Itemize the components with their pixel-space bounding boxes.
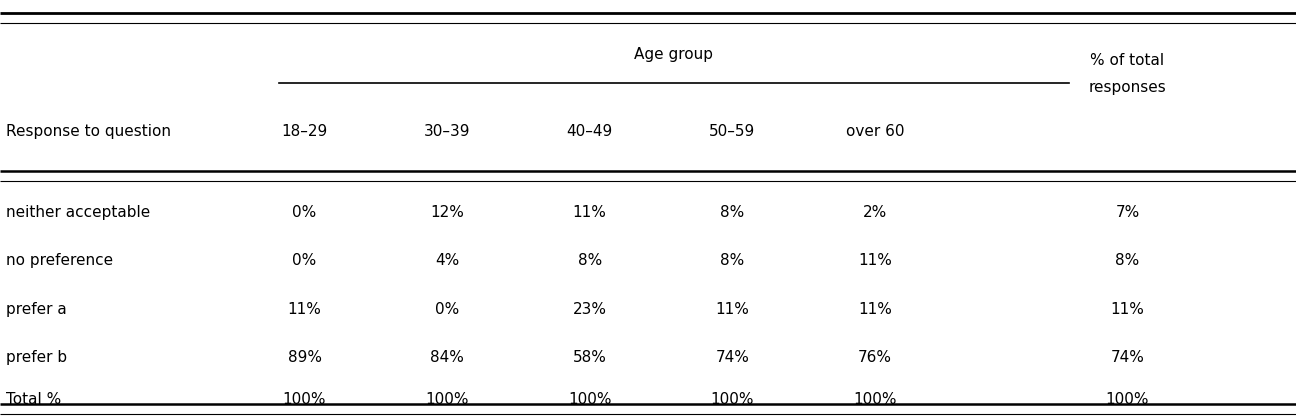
Text: 8%: 8% <box>721 253 744 268</box>
Text: 11%: 11% <box>1111 302 1144 317</box>
Text: 100%: 100% <box>425 392 469 407</box>
Text: 18–29: 18–29 <box>281 124 328 139</box>
Text: Response to question: Response to question <box>6 124 171 139</box>
Text: 2%: 2% <box>863 205 886 220</box>
Text: 74%: 74% <box>715 350 749 365</box>
Text: 76%: 76% <box>858 350 892 365</box>
Text: 8%: 8% <box>578 253 601 268</box>
Text: neither acceptable: neither acceptable <box>6 205 150 220</box>
Text: no preference: no preference <box>6 253 114 268</box>
Text: prefer a: prefer a <box>6 302 67 317</box>
Text: 4%: 4% <box>435 253 459 268</box>
Text: 8%: 8% <box>1116 253 1139 268</box>
Text: 58%: 58% <box>573 350 607 365</box>
Text: 11%: 11% <box>573 205 607 220</box>
Text: 8%: 8% <box>721 205 744 220</box>
Text: 7%: 7% <box>1116 205 1139 220</box>
Text: 100%: 100% <box>1105 392 1150 407</box>
Text: 100%: 100% <box>568 392 612 407</box>
Text: 30–39: 30–39 <box>424 124 470 139</box>
Text: 100%: 100% <box>710 392 754 407</box>
Text: 89%: 89% <box>288 350 321 365</box>
Text: Age group: Age group <box>635 47 713 62</box>
Text: 100%: 100% <box>853 392 897 407</box>
Text: Total %: Total % <box>6 392 62 407</box>
Text: 40–49: 40–49 <box>566 124 613 139</box>
Text: % of total: % of total <box>1090 53 1165 68</box>
Text: 11%: 11% <box>858 253 892 268</box>
Text: 74%: 74% <box>1111 350 1144 365</box>
Text: responses: responses <box>1089 80 1166 95</box>
Text: 0%: 0% <box>435 302 459 317</box>
Text: 100%: 100% <box>283 392 327 407</box>
Text: 50–59: 50–59 <box>709 124 756 139</box>
Text: 0%: 0% <box>293 253 316 268</box>
Text: over 60: over 60 <box>845 124 905 139</box>
Text: 23%: 23% <box>573 302 607 317</box>
Text: 11%: 11% <box>715 302 749 317</box>
Text: 84%: 84% <box>430 350 464 365</box>
Text: 0%: 0% <box>293 205 316 220</box>
Text: 11%: 11% <box>858 302 892 317</box>
Text: 12%: 12% <box>430 205 464 220</box>
Text: 11%: 11% <box>288 302 321 317</box>
Text: prefer b: prefer b <box>6 350 67 365</box>
